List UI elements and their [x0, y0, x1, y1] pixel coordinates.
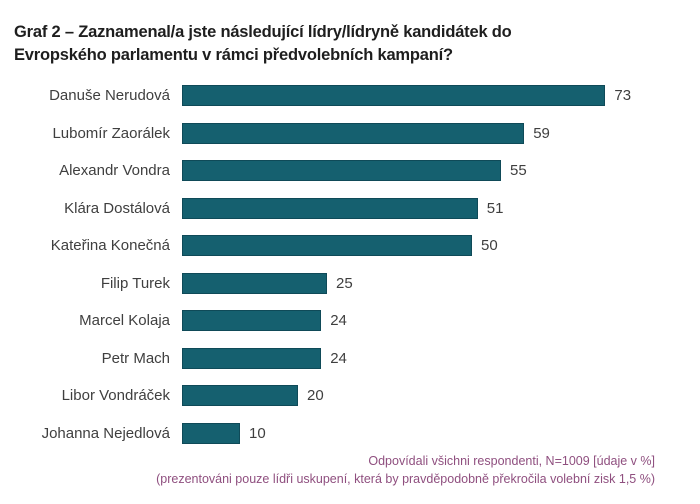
bar: [182, 272, 327, 294]
category-label: Kateřina Konečná: [50, 237, 170, 255]
category-label: Libor Vondráček: [61, 387, 170, 405]
category-label: Klára Dostálová: [64, 199, 170, 217]
bar-row: Alexandr Vondra 55: [0, 152, 700, 190]
value-label: 25: [336, 274, 353, 292]
category-label: Johanna Nejedlová: [41, 424, 170, 442]
bar: [182, 160, 501, 182]
value-label: 24: [330, 349, 347, 367]
bar-row: Danuše Nerudová 73: [0, 77, 700, 115]
value-label: 73: [614, 87, 632, 105]
value-label: 10: [249, 424, 266, 442]
bar: [182, 122, 525, 144]
bar: [182, 235, 472, 257]
bar-row: Johanna Nejedlová 10: [0, 415, 700, 453]
chart-title-line-1: Graf 2 – Zaznamenal/a jste následující l…: [14, 23, 512, 42]
value-label: 50: [481, 237, 498, 255]
bar: [182, 347, 322, 369]
bar-row: Lubomír Zaorálek 59: [0, 115, 700, 153]
category-label: Lubomír Zaorálek: [52, 124, 170, 142]
bar-chart: Danuše Nerudová 73 Lubomír Zaorálek 59 Alexa…: [0, 77, 700, 452]
bar-row: Klára Dostálová 51: [0, 190, 700, 228]
category-label: Marcel Kolaja: [79, 312, 170, 330]
bar-row: Marcel Kolaja 24: [0, 302, 700, 340]
chart-title: Graf 2 – Zaznamenal/a jste následující l…: [14, 21, 680, 67]
category-label: Danuše Nerudová: [49, 87, 170, 105]
bar-row: Filip Turek 25: [0, 265, 700, 303]
category-label: Alexandr Vondra: [59, 162, 170, 180]
chart-footnote: Odpovídali všichni respondenti, N=1009 […: [156, 452, 655, 488]
bar-row: Petr Mach 24: [0, 340, 700, 378]
bar-row: Kateřina Konečná 50: [0, 227, 700, 265]
value-label: 55: [510, 162, 527, 180]
footnote-line-2: (prezentováni pouze lídři uskupení, kter…: [156, 472, 655, 487]
category-label: Filip Turek: [100, 274, 170, 292]
value-label: 24: [330, 312, 347, 330]
value-label: 51: [486, 199, 504, 217]
bar: [182, 422, 240, 444]
chart-title-line-2: Evropského parlamentu v rámci předvolebn…: [14, 46, 453, 65]
bar-row: Libor Vondráček 20: [0, 377, 700, 415]
bar: [182, 310, 322, 332]
bar: [182, 85, 606, 107]
value-label: 20: [307, 387, 324, 405]
bar: [182, 197, 478, 219]
category-label: Petr Mach: [101, 349, 170, 367]
footnote-line-1: Odpovídali všichni respondenti, N=1009 […: [368, 454, 655, 468]
bar: [182, 385, 298, 407]
value-label: 59: [533, 124, 550, 142]
